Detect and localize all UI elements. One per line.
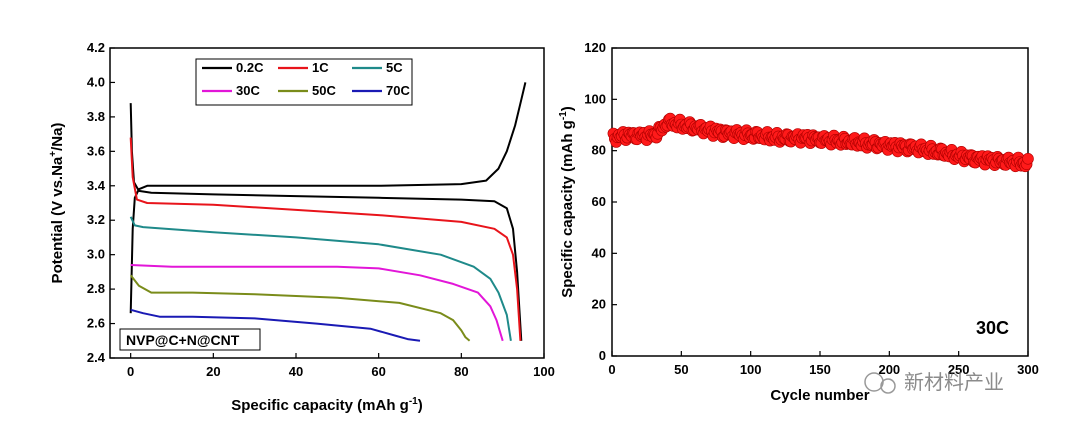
series-line-5c [129,216,512,341]
left-y-tick-label: 4.0 [87,74,105,89]
left-y-axis-label: Potential (V vs.Na+/Na) [48,123,66,284]
right-plot-frame [611,47,1029,357]
wechat-icon [864,372,884,392]
legend-label: 0.2C [236,60,264,75]
left-y-tick-label: 3.6 [87,143,105,158]
watermark-text: 新材料产业 [904,370,1004,394]
left-y-tick-label: 3.8 [87,109,105,124]
left-y-tick-label: 3.4 [87,178,106,193]
legend-label: 70C [386,83,410,98]
right-x-tick-label: 250 [948,362,970,377]
sample-label-box [119,328,261,351]
right-y-tick-label: 60 [592,194,606,209]
right-x-axis-label: Cycle number [770,387,869,404]
right-x-tick-label: 150 [809,362,831,377]
left-x-tick-label: 60 [371,364,385,379]
left-y-tick-label: 4.2 [87,40,105,55]
right-axis-ticks: 0 50 100 150 200 250 300 0 20 40 60 80 100 120 [584,40,1039,377]
left-x-tick-label: 20 [206,364,220,379]
right-x-tick-label: 100 [740,362,762,377]
left-y-tick-label: 2.8 [87,281,105,296]
left-legend: 0.2C 1C 5C 30C 50C 70C [195,58,413,106]
left-y-tick-label: 2.4 [87,350,106,365]
series-line-1c [129,137,522,341]
right-y-tick-label: 20 [592,297,606,312]
legend-label: 30C [236,83,260,98]
right-y-tick-label: 80 [592,143,606,158]
right-y-tick-label: 120 [584,40,606,55]
series-line-30c [130,264,504,342]
right-x-tick-label: 0 [608,362,615,377]
left-x-tick-label: 40 [289,364,303,379]
series-line-50c [129,274,471,342]
cycling-chart: 0 50 100 150 200 250 300 0 20 40 60 80 100 120 30C Cy… [558,40,1039,404]
sample-label: NVP@C+N@CNT [126,332,240,348]
left-x-tick-label: 80 [454,364,468,379]
right-x-tick-label: 50 [674,362,688,377]
voltage-profile-chart: 0 20 40 60 80 100 2.4 2.6 2.8 3.0 3.2 3.4 3.6 3.8 4.0 4… [48,40,555,414]
legend-label: 1C [312,60,329,75]
right-x-tick-label: 200 [878,362,900,377]
right-y-axis-label: Specific capacity (mAh g-1) [558,106,576,297]
left-x-axis-label: Specific capacity (mAh g-1) [231,396,422,414]
right-x-tick-label: 300 [1017,362,1039,377]
left-y-tick-label: 3.2 [87,212,105,227]
left-series-lines [129,82,527,342]
series-line-70c [130,308,421,342]
series-line-0-2c-charge [129,82,527,314]
legend-box [195,58,413,106]
left-axis-ticks: 0 20 40 60 80 100 2.4 2.6 2.8 3.0 3.2 3.4 3.6 3.8 4.0 4… [87,40,555,379]
right-y-tick-label: 40 [592,245,606,260]
legend-label: 5C [386,60,403,75]
rate-label: 30C [976,318,1009,338]
right-y-tick-label: 100 [584,91,606,106]
left-x-tick-label: 0 [127,364,134,379]
right-y-tick-label: 0 [599,348,606,363]
wechat-icon-bubble [880,378,896,394]
legend-label: 50C [312,83,336,98]
left-plot-frame [109,47,545,359]
left-x-tick-label: 100 [533,364,555,379]
cycle-point [1022,153,1034,165]
right-scatter-points [607,112,1034,173]
left-y-tick-label: 2.6 [87,316,105,331]
left-y-tick-label: 3.0 [87,247,105,262]
watermark: 新材料产业 [864,370,1004,394]
